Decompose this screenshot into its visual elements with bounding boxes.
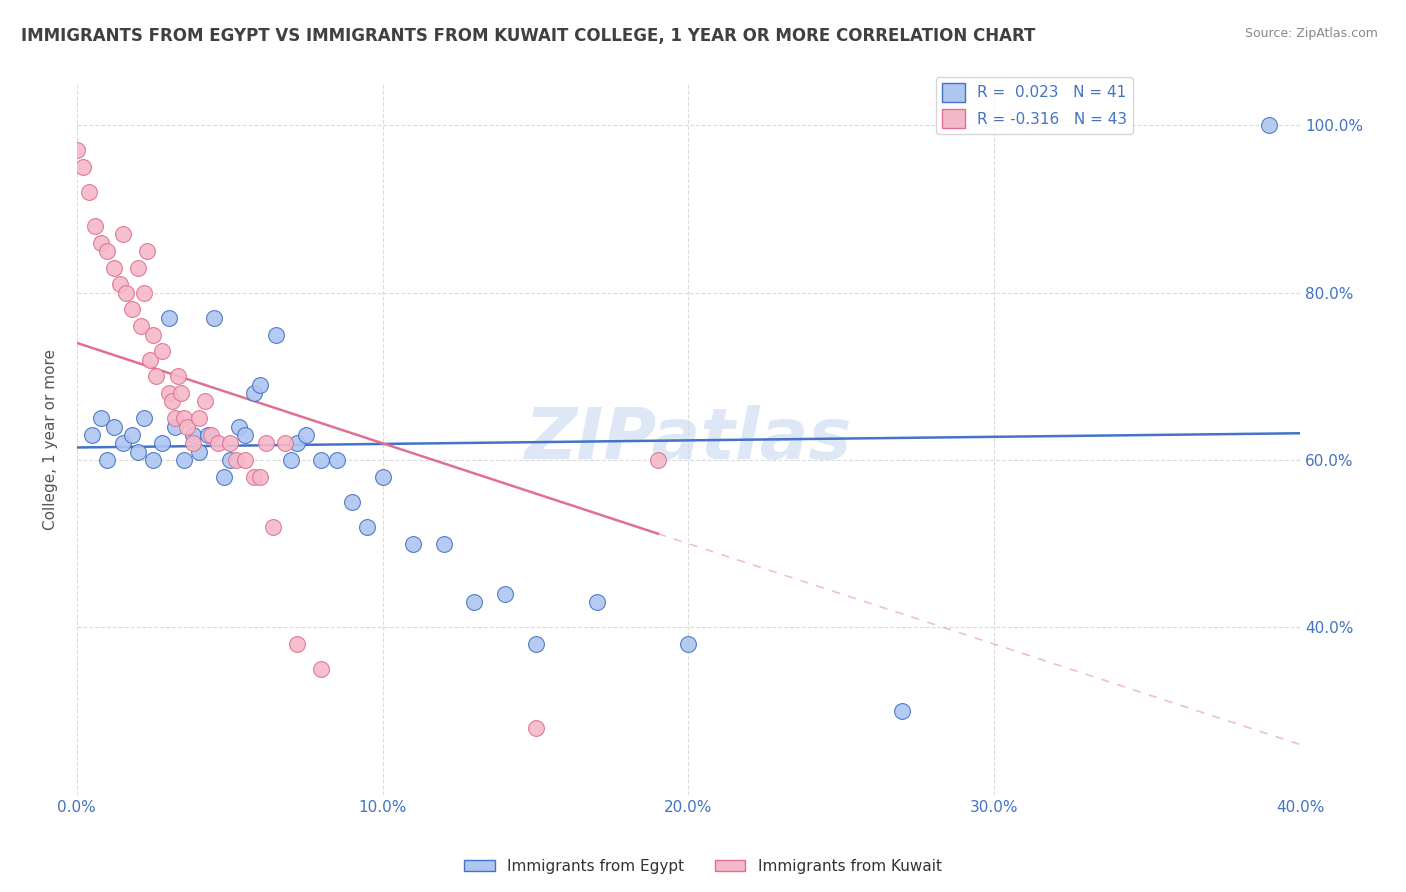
Point: [152, 344, 174, 359]
Point: [274, 436, 297, 450]
Point: [173, 453, 195, 467]
Point: [127, 444, 149, 458]
Point: [96, 453, 118, 467]
Point: [243, 386, 266, 401]
Text: ZIPatlas: ZIPatlas: [524, 405, 852, 474]
Point: [181, 436, 204, 450]
Point: [402, 537, 425, 551]
Point: [256, 436, 278, 450]
Point: [356, 520, 378, 534]
Point: [326, 453, 349, 467]
Point: [152, 436, 174, 450]
Point: [157, 386, 180, 401]
Point: [127, 260, 149, 275]
Point: [134, 285, 156, 300]
Point: [218, 436, 240, 450]
Point: [82, 428, 104, 442]
Point: [129, 319, 152, 334]
Point: [181, 428, 204, 442]
Point: [262, 520, 284, 534]
Point: [114, 285, 136, 300]
Point: [249, 469, 271, 483]
Point: [285, 637, 308, 651]
Point: [90, 235, 112, 250]
Point: [212, 469, 235, 483]
Point: [264, 327, 287, 342]
Point: [678, 637, 700, 651]
Point: [163, 419, 186, 434]
Point: [121, 428, 143, 442]
Point: [200, 428, 222, 442]
Point: [433, 537, 456, 551]
Point: [207, 436, 229, 450]
Point: [77, 186, 100, 200]
Point: [249, 377, 271, 392]
Text: IMMIGRANTS FROM EGYPT VS IMMIGRANTS FROM KUWAIT COLLEGE, 1 YEAR OR MORE CORRELAT: IMMIGRANTS FROM EGYPT VS IMMIGRANTS FROM…: [21, 27, 1035, 45]
Point: [218, 453, 240, 467]
Point: [121, 302, 143, 317]
Point: [371, 469, 394, 483]
Point: [225, 453, 247, 467]
Point: [134, 411, 156, 425]
Point: [111, 436, 134, 450]
Point: [891, 704, 914, 718]
Point: [136, 244, 159, 258]
Point: [524, 721, 547, 735]
Point: [188, 411, 211, 425]
Point: [280, 453, 302, 467]
Y-axis label: College, 1 year or more: College, 1 year or more: [44, 349, 58, 530]
Point: [524, 637, 547, 651]
Point: [90, 411, 112, 425]
Point: [1258, 119, 1281, 133]
Point: [585, 595, 607, 609]
Point: [157, 310, 180, 325]
Legend: Immigrants from Egypt, Immigrants from Kuwait: Immigrants from Egypt, Immigrants from K…: [458, 853, 948, 880]
Point: [176, 419, 198, 434]
Point: [142, 453, 165, 467]
Point: [233, 453, 256, 467]
Point: [145, 369, 167, 384]
Point: [160, 394, 183, 409]
Point: [311, 662, 333, 676]
Point: [311, 453, 333, 467]
Point: [197, 428, 219, 442]
Legend: R =  0.023   N = 41, R = -0.316   N = 43: R = 0.023 N = 41, R = -0.316 N = 43: [936, 77, 1133, 134]
Point: [173, 411, 195, 425]
Point: [243, 469, 266, 483]
Text: Source: ZipAtlas.com: Source: ZipAtlas.com: [1244, 27, 1378, 40]
Point: [340, 495, 363, 509]
Point: [166, 369, 188, 384]
Point: [108, 277, 131, 292]
Point: [72, 160, 94, 174]
Point: [103, 260, 125, 275]
Point: [647, 453, 669, 467]
Point: [139, 352, 162, 367]
Point: [188, 444, 211, 458]
Point: [233, 428, 256, 442]
Point: [463, 595, 485, 609]
Point: [111, 227, 134, 241]
Point: [494, 587, 516, 601]
Point: [66, 144, 89, 158]
Point: [103, 419, 125, 434]
Point: [295, 428, 318, 442]
Point: [96, 244, 118, 258]
Point: [170, 386, 193, 401]
Point: [163, 411, 186, 425]
Point: [194, 394, 217, 409]
Point: [142, 327, 165, 342]
Point: [285, 436, 308, 450]
Point: [84, 219, 107, 233]
Point: [228, 419, 250, 434]
Point: [204, 310, 226, 325]
